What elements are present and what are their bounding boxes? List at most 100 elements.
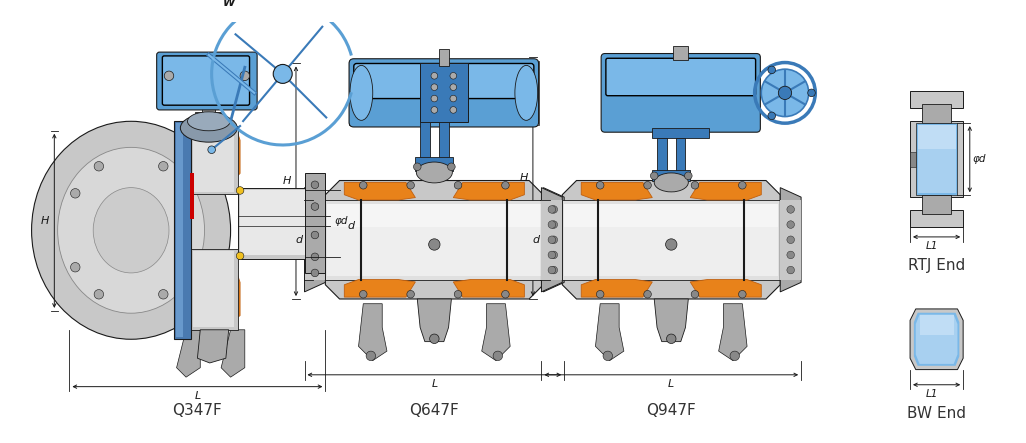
Circle shape	[739, 182, 746, 189]
Bar	[305, 200, 325, 280]
Ellipse shape	[93, 188, 169, 273]
Bar	[910, 121, 963, 197]
Bar	[349, 61, 358, 125]
Circle shape	[787, 266, 794, 274]
Polygon shape	[718, 304, 747, 361]
Text: d: d	[295, 235, 303, 245]
Circle shape	[94, 290, 104, 299]
Circle shape	[643, 182, 652, 189]
Bar	[325, 200, 544, 280]
Bar	[922, 104, 951, 123]
Circle shape	[767, 112, 776, 120]
Ellipse shape	[655, 173, 688, 192]
Bar	[564, 204, 779, 276]
Circle shape	[767, 66, 776, 74]
Circle shape	[164, 71, 173, 81]
Text: L: L	[668, 379, 674, 389]
Bar	[416, 157, 453, 171]
Polygon shape	[418, 299, 451, 342]
Polygon shape	[305, 188, 325, 292]
Text: H: H	[282, 176, 290, 186]
Circle shape	[94, 162, 104, 171]
Circle shape	[787, 236, 794, 244]
Circle shape	[548, 206, 556, 213]
Circle shape	[407, 291, 415, 298]
Circle shape	[502, 182, 509, 189]
Circle shape	[787, 206, 794, 213]
Bar	[922, 195, 951, 214]
Polygon shape	[325, 181, 544, 299]
Text: Q347F: Q347F	[172, 403, 223, 418]
Circle shape	[407, 182, 415, 189]
Circle shape	[550, 221, 557, 229]
Circle shape	[548, 221, 556, 229]
Circle shape	[550, 236, 557, 244]
Polygon shape	[780, 188, 801, 292]
Text: L: L	[194, 391, 200, 401]
Circle shape	[240, 71, 249, 81]
Polygon shape	[595, 304, 624, 361]
Polygon shape	[690, 280, 761, 297]
Polygon shape	[197, 330, 229, 363]
Circle shape	[359, 182, 367, 189]
Circle shape	[311, 266, 319, 274]
Ellipse shape	[417, 162, 452, 183]
Bar	[327, 204, 542, 227]
Text: L1: L1	[925, 389, 938, 399]
Polygon shape	[345, 280, 416, 297]
Bar	[193, 251, 234, 327]
Bar	[305, 173, 325, 273]
Circle shape	[684, 172, 693, 179]
Circle shape	[666, 239, 677, 250]
Circle shape	[550, 266, 557, 274]
Bar	[673, 46, 688, 60]
Circle shape	[311, 236, 319, 244]
Bar	[190, 173, 194, 219]
Circle shape	[502, 291, 509, 298]
Text: d: d	[532, 235, 540, 245]
Bar	[653, 170, 690, 182]
Text: RTJ End: RTJ End	[908, 258, 965, 273]
Bar	[191, 249, 238, 330]
Circle shape	[787, 221, 794, 229]
Polygon shape	[690, 183, 761, 200]
Circle shape	[430, 334, 439, 343]
Circle shape	[71, 263, 80, 272]
Circle shape	[159, 290, 168, 299]
Circle shape	[311, 231, 319, 239]
Circle shape	[359, 291, 367, 298]
Text: Q647F: Q647F	[409, 403, 460, 418]
Circle shape	[236, 252, 244, 260]
Bar	[238, 188, 323, 259]
FancyBboxPatch shape	[601, 54, 760, 132]
Bar	[420, 63, 468, 122]
Bar	[916, 123, 957, 195]
Circle shape	[807, 89, 816, 97]
Circle shape	[311, 269, 319, 277]
Circle shape	[650, 172, 658, 179]
Bar	[193, 128, 234, 192]
Circle shape	[431, 73, 438, 79]
Polygon shape	[453, 183, 524, 200]
Polygon shape	[345, 183, 416, 200]
Circle shape	[183, 189, 192, 198]
Circle shape	[603, 351, 613, 361]
Ellipse shape	[57, 148, 204, 313]
Polygon shape	[910, 309, 963, 369]
Circle shape	[787, 251, 794, 259]
Circle shape	[311, 206, 319, 213]
FancyBboxPatch shape	[354, 63, 534, 98]
Bar	[910, 152, 916, 167]
Bar	[564, 204, 779, 227]
Polygon shape	[655, 299, 688, 342]
Circle shape	[455, 291, 462, 298]
Bar	[191, 126, 238, 194]
FancyBboxPatch shape	[349, 59, 539, 127]
Circle shape	[311, 253, 319, 260]
Text: Q947F: Q947F	[646, 403, 696, 418]
Circle shape	[450, 95, 457, 102]
Polygon shape	[482, 304, 510, 361]
Text: W: W	[223, 0, 235, 8]
Ellipse shape	[515, 66, 538, 120]
Bar	[202, 55, 215, 126]
